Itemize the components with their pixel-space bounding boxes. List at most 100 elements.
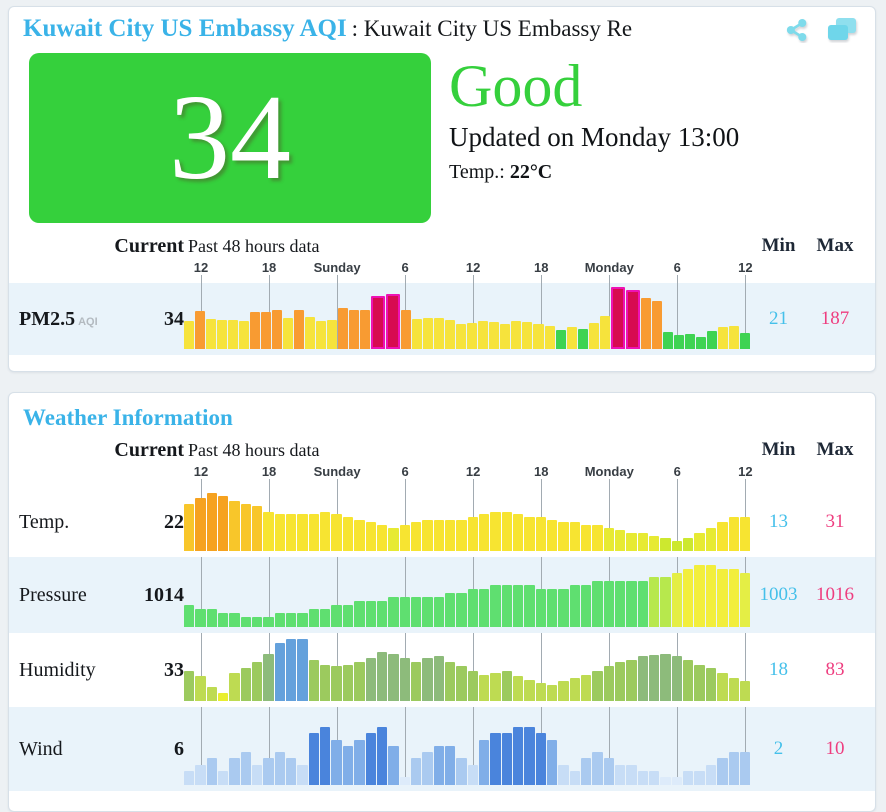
pm25-bar[interactable]	[456, 323, 467, 349]
wind-bar[interactable]	[683, 770, 694, 785]
temp-bar[interactable]	[581, 525, 592, 551]
humidity-bar[interactable]	[297, 639, 308, 701]
humidity-bar[interactable]	[456, 666, 467, 701]
pressure-bar[interactable]	[444, 593, 456, 627]
pm25-bar[interactable]	[577, 329, 588, 349]
pressure-bar[interactable]	[433, 597, 444, 627]
pm25-bar[interactable]	[434, 317, 445, 349]
humidity-bar[interactable]	[354, 662, 365, 701]
temp-bar[interactable]	[308, 514, 320, 551]
temp-bar[interactable]	[410, 522, 422, 551]
wind-bar[interactable]	[524, 727, 535, 785]
wind-bar[interactable]	[558, 764, 569, 785]
humidity-bar[interactable]	[331, 666, 342, 701]
temp-bar[interactable]	[320, 511, 331, 551]
pressure-bar[interactable]	[615, 581, 626, 627]
humidity-bar[interactable]	[240, 668, 252, 701]
humidity-bar[interactable]	[739, 680, 751, 701]
humidity-bar[interactable]	[705, 668, 717, 701]
pm25-bar[interactable]	[423, 318, 434, 349]
pressure-bar[interactable]	[694, 565, 705, 627]
pressure-bar[interactable]	[728, 569, 739, 627]
temp-bar[interactable]	[694, 533, 705, 551]
temp-bar[interactable]	[218, 495, 229, 551]
pm25-bar[interactable]	[386, 293, 401, 349]
pm25-bar[interactable]	[478, 320, 489, 349]
pm25-bar[interactable]	[500, 323, 511, 349]
temp-bar[interactable]	[660, 538, 671, 551]
humidity-bar[interactable]	[660, 654, 671, 701]
pm25-bar[interactable]	[206, 319, 217, 349]
wind-bar[interactable]	[240, 752, 252, 785]
pm25-bar[interactable]	[717, 326, 728, 349]
pm25-bar[interactable]	[294, 310, 305, 349]
temp-bar[interactable]	[558, 522, 569, 551]
humidity-bar[interactable]	[365, 658, 376, 701]
pm25-bar[interactable]	[283, 317, 294, 349]
pressure-bar[interactable]	[547, 589, 558, 627]
temp-bar[interactable]	[433, 519, 444, 551]
temp-bar[interactable]	[524, 517, 535, 551]
humidity-bar[interactable]	[558, 681, 569, 701]
humidity-bar[interactable]	[490, 673, 501, 701]
pm25-bar[interactable]	[305, 316, 316, 349]
humidity-bar[interactable]	[694, 664, 705, 701]
humidity-bar[interactable]	[592, 670, 603, 701]
temp-bar[interactable]	[592, 525, 603, 551]
pm25-bar[interactable]	[651, 301, 662, 349]
humidity-bar[interactable]	[308, 659, 320, 701]
humidity-bar[interactable]	[615, 662, 626, 701]
pressure-bar[interactable]	[501, 585, 512, 627]
humidity-bar[interactable]	[410, 662, 422, 701]
pressure-bar[interactable]	[376, 601, 388, 627]
temp-bar[interactable]	[649, 535, 660, 551]
wind-bar[interactable]	[478, 739, 490, 785]
wind-bar[interactable]	[308, 733, 320, 785]
pressure-bar[interactable]	[569, 585, 581, 627]
pressure-bar[interactable]	[342, 605, 354, 627]
wind-bar[interactable]	[433, 745, 444, 785]
pm25-bar[interactable]	[217, 319, 228, 349]
wind-bar[interactable]	[297, 764, 308, 785]
pm25-bar[interactable]	[662, 332, 673, 349]
share-icon[interactable]	[783, 15, 811, 43]
wind-bar[interactable]	[286, 758, 297, 785]
wind-bar[interactable]	[649, 770, 660, 785]
temp-bar[interactable]	[206, 493, 218, 551]
wind-bar[interactable]	[592, 752, 603, 785]
temp-bar[interactable]	[342, 517, 354, 551]
temp-bar[interactable]	[240, 503, 252, 551]
wind-bar[interactable]	[637, 770, 649, 785]
temp-bar[interactable]	[603, 527, 615, 551]
wind-bar[interactable]	[320, 727, 331, 785]
temp-bar[interactable]	[376, 525, 388, 551]
wind-bar[interactable]	[705, 764, 717, 785]
humidity-bar[interactable]	[467, 670, 478, 701]
pressure-bar[interactable]	[206, 609, 218, 627]
humidity-bar[interactable]	[320, 664, 331, 701]
pm25-bar[interactable]	[706, 331, 717, 349]
pressure-bar[interactable]	[456, 593, 467, 627]
humidity-bar[interactable]	[626, 659, 637, 701]
pm25-bar[interactable]	[522, 322, 533, 349]
pm25-bar[interactable]	[184, 321, 195, 349]
pm25-bar[interactable]	[544, 325, 555, 349]
humidity-bar[interactable]	[399, 658, 410, 701]
pressure-bar[interactable]	[240, 617, 252, 627]
pressure-bar[interactable]	[297, 613, 308, 627]
pressure-bar[interactable]	[671, 573, 683, 627]
humidity-bar[interactable]	[342, 664, 354, 701]
pressure-bar[interactable]	[660, 577, 671, 627]
pm25-bar[interactable]	[739, 332, 750, 349]
pm25-bar[interactable]	[250, 311, 261, 349]
humidity-bar[interactable]	[218, 693, 229, 701]
wind-bar[interactable]	[467, 764, 478, 785]
humidity-bar[interactable]	[581, 674, 592, 701]
temp-bar[interactable]	[388, 527, 399, 551]
wind-bar[interactable]	[603, 758, 615, 785]
wind-bar[interactable]	[501, 733, 512, 785]
temp-bar[interactable]	[683, 538, 694, 551]
pm25-bar[interactable]	[588, 323, 599, 349]
wind-bar[interactable]	[717, 758, 728, 785]
pressure-bar[interactable]	[274, 613, 286, 627]
